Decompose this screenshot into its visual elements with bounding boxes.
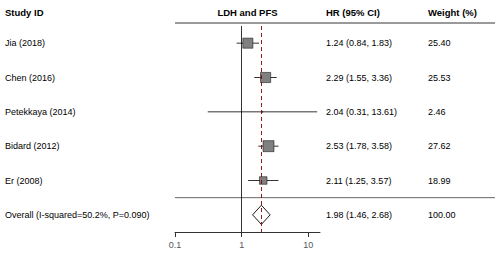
svg-text:2.46: 2.46	[428, 107, 446, 117]
svg-text:10: 10	[303, 240, 313, 250]
svg-text:25.40: 25.40	[428, 38, 451, 48]
svg-text:1: 1	[239, 240, 244, 250]
svg-text:2.29 (1.55, 3.36): 2.29 (1.55, 3.36)	[326, 73, 392, 83]
svg-text:Petekkaya (2014): Petekkaya (2014)	[5, 107, 76, 117]
svg-text:LDH and PFS: LDH and PFS	[217, 7, 277, 18]
svg-text:HR (95% CI): HR (95% CI)	[326, 7, 380, 18]
svg-text:Jia (2018): Jia (2018)	[5, 38, 45, 48]
svg-text:Chen (2016): Chen (2016)	[5, 73, 55, 83]
svg-text:0.1: 0.1	[169, 240, 182, 250]
svg-text:25.53: 25.53	[428, 73, 451, 83]
svg-text:2.04 (0.31, 13.61): 2.04 (0.31, 13.61)	[326, 107, 397, 117]
svg-text:Bidard (2012): Bidard (2012)	[5, 141, 60, 151]
svg-text:2.53 (1.78, 3.58): 2.53 (1.78, 3.58)	[326, 141, 392, 151]
svg-text:Overall (I-squared=50.2%, P=0.: Overall (I-squared=50.2%, P=0.090)	[5, 210, 150, 220]
svg-text:1.98 (1.46, 2.68): 1.98 (1.46, 2.68)	[326, 210, 392, 220]
svg-text:Study ID: Study ID	[5, 7, 44, 18]
svg-text:Er (2008): Er (2008)	[5, 176, 43, 186]
svg-text:1.24 (0.84, 1.83): 1.24 (0.84, 1.83)	[326, 38, 392, 48]
svg-text:18.99: 18.99	[428, 176, 451, 186]
svg-text:2.11 (1.25, 3.57): 2.11 (1.25, 3.57)	[326, 176, 391, 186]
svg-text:100.00: 100.00	[428, 210, 456, 220]
svg-text:Weight (%): Weight (%)	[428, 7, 477, 18]
svg-text:27.62: 27.62	[428, 141, 451, 151]
